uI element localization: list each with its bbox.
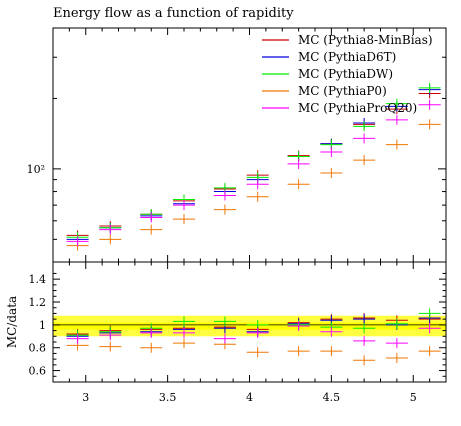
legend-label-3: MC (PythiaP0) <box>298 84 387 98</box>
ratio-y-tick-label: 0.8 <box>29 342 47 355</box>
series-3-main-group <box>66 119 441 251</box>
legend-label-4: MC (PythiaProQ20) <box>298 101 417 115</box>
x-tick-label: 5 <box>410 391 417 404</box>
series-3-ratio-group <box>66 338 441 366</box>
legend-label-2: MC (PythiaDW) <box>298 67 393 81</box>
ratio-y-tick-label: 0.6 <box>29 365 47 378</box>
data-uncertainty-band-inner <box>53 322 446 330</box>
x-tick-label: 4.5 <box>323 391 341 404</box>
x-tick-label: 4 <box>246 391 253 404</box>
x-tick-label: 3 <box>82 391 89 404</box>
ratio-y-tick-label: 1 <box>39 319 46 332</box>
legend-label-0: MC (Pythia8-MinBias) <box>298 33 433 47</box>
ratio-y-tick-label: 1.4 <box>29 273 47 286</box>
x-tick-label: 3.5 <box>159 391 177 404</box>
series-4-main-group <box>66 99 441 247</box>
legend-label-1: MC (PythiaD6T) <box>298 50 396 64</box>
ratio-y-tick-label: 1.2 <box>29 296 47 309</box>
chart-title: Energy flow as a function of rapidity <box>53 6 294 21</box>
series-4-ratio-group <box>66 321 441 349</box>
ratio-y-axis-label: MC/data <box>5 296 19 348</box>
main-y-tick-label: 10² <box>27 163 45 176</box>
